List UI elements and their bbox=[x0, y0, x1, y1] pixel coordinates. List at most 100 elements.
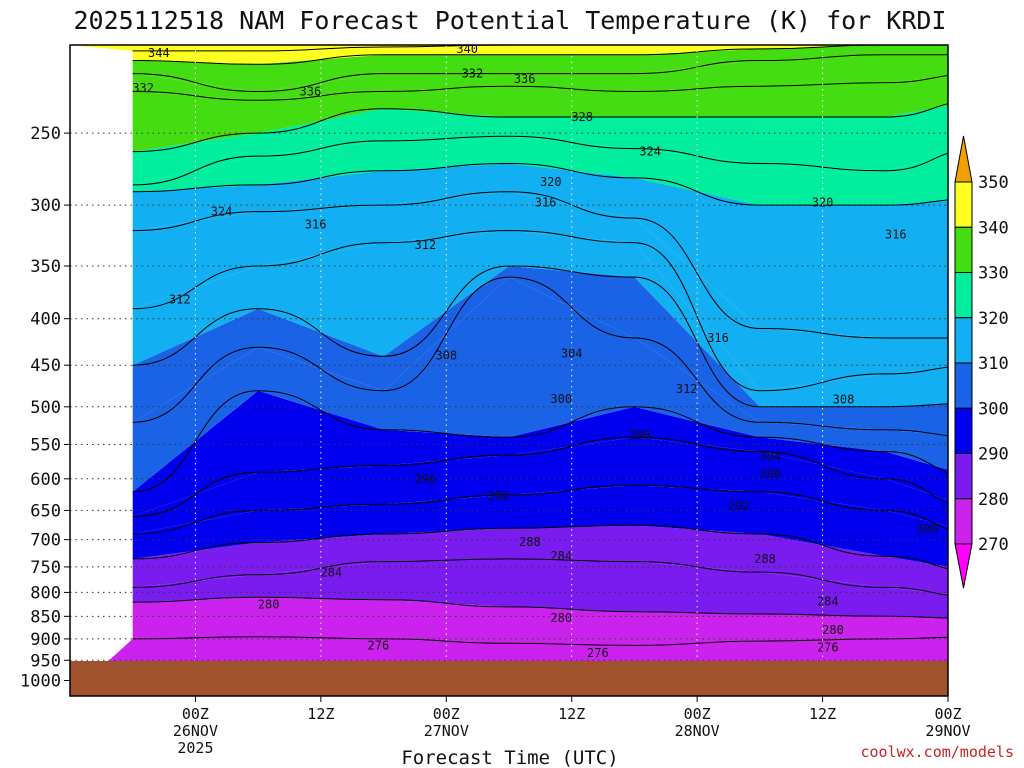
y-tick-label: 300 bbox=[30, 196, 61, 216]
y-tick-label: 600 bbox=[30, 470, 61, 490]
credit-text: coolwx.com/models bbox=[860, 743, 1014, 761]
isentrope-344 bbox=[132, 45, 948, 52]
contour-label: 312 bbox=[415, 238, 437, 252]
isentrope-320 bbox=[132, 162, 948, 206]
x-tick-label: 00Z bbox=[684, 705, 711, 723]
theta-band bbox=[132, 485, 948, 567]
contour-label: 276 bbox=[368, 638, 390, 652]
contour-label: 292 bbox=[728, 499, 750, 513]
isentrope-288 bbox=[132, 524, 948, 570]
contour-label: 300 bbox=[916, 522, 938, 536]
y-tick-label: 950 bbox=[30, 651, 61, 671]
contour-label: 300 bbox=[550, 392, 572, 406]
contour-label: 336 bbox=[514, 72, 536, 86]
contour-label: 298 bbox=[629, 428, 651, 442]
theta-band bbox=[132, 76, 948, 152]
contour-label: 316 bbox=[707, 331, 729, 345]
isentrope-328 bbox=[132, 103, 948, 153]
isentrope-304 bbox=[132, 276, 948, 437]
contour-label: 284 bbox=[817, 595, 839, 609]
contour-label: 332 bbox=[132, 81, 154, 95]
theta-band bbox=[132, 558, 948, 618]
x-tick-label: 12Z bbox=[809, 705, 836, 723]
contour-label: 300 bbox=[759, 467, 781, 481]
contour-label: 304 bbox=[759, 449, 781, 463]
isentrope-316 bbox=[132, 191, 948, 339]
isentrope-332 bbox=[132, 74, 948, 101]
theta-band bbox=[132, 597, 948, 646]
colorbar-box bbox=[954, 407, 973, 454]
y-tick-label: 500 bbox=[30, 398, 61, 418]
isentrope-308 bbox=[132, 265, 948, 408]
colorbar-label: 280 bbox=[978, 490, 1009, 510]
colorbar-label: 290 bbox=[978, 445, 1009, 465]
theta-band bbox=[132, 45, 948, 92]
y-tick-label: 450 bbox=[30, 356, 61, 376]
theta-band bbox=[132, 266, 948, 435]
x-tick-label: 12Z bbox=[558, 705, 585, 723]
isentrope-336 bbox=[132, 54, 948, 93]
x-tick-label: 00Z bbox=[182, 705, 209, 723]
y-axis: 250 300 350 400 450 500 550 600 650 700 750 800 850 9… bbox=[20, 124, 70, 692]
plot-area: 344 340 332 332 336 336 328 324 320 316 324 316 320 3… bbox=[70, 42, 948, 696]
contour-lines bbox=[132, 45, 948, 646]
theta-band bbox=[132, 437, 948, 534]
theta-band bbox=[132, 230, 948, 407]
contour-label: 320 bbox=[812, 195, 834, 209]
theta-band bbox=[132, 191, 948, 391]
ground-layer bbox=[70, 661, 948, 696]
contour-label: 280 bbox=[258, 598, 280, 612]
x-axis-label: Forecast Time (UTC) bbox=[401, 747, 618, 768]
plot-frame bbox=[69, 44, 949, 697]
y-tick-label: 350 bbox=[30, 257, 61, 277]
contour-label: 316 bbox=[885, 227, 907, 241]
colorbar-label: 310 bbox=[978, 354, 1009, 374]
x-tick-label: 26NOV bbox=[173, 722, 218, 740]
contour-label: 288 bbox=[754, 552, 776, 566]
colorbar-max-triangle bbox=[954, 135, 973, 183]
x-tick-label: 2025 bbox=[177, 739, 213, 757]
contour-label: 316 bbox=[535, 195, 557, 209]
chart-title: 2025112518 NAM Forecast Potential Temper… bbox=[74, 6, 947, 35]
x-tick-label: 12Z bbox=[307, 705, 334, 723]
contour-label: 340 bbox=[456, 42, 478, 56]
x-tick-label: 28NOV bbox=[675, 722, 720, 740]
colorbar-box bbox=[954, 498, 973, 545]
contour-label: 308 bbox=[435, 348, 457, 362]
y-tick-label: 550 bbox=[30, 435, 61, 455]
x-tick-label: 27NOV bbox=[424, 722, 469, 740]
contour-label: 312 bbox=[169, 292, 191, 306]
contour-label: 316 bbox=[305, 217, 327, 231]
theta-band bbox=[132, 525, 948, 594]
y-tick-label: 750 bbox=[30, 558, 61, 578]
x-tick-label: 00Z bbox=[934, 705, 961, 723]
colorbar-box bbox=[954, 362, 973, 409]
colorbar-box bbox=[954, 226, 973, 273]
contour-label: 320 bbox=[540, 175, 562, 189]
contour-label: 336 bbox=[300, 85, 322, 99]
x-tick-label: 29NOV bbox=[925, 722, 970, 740]
colorbar-label: 320 bbox=[978, 309, 1009, 329]
colorbar-label: 350 bbox=[978, 173, 1009, 193]
isentrope-312 bbox=[132, 230, 948, 392]
y-tick-label: 700 bbox=[30, 531, 61, 551]
colorbar-box bbox=[954, 317, 973, 364]
contour-label: 332 bbox=[462, 67, 484, 81]
isentrope-296 bbox=[132, 436, 948, 517]
contour-label: 328 bbox=[571, 110, 593, 124]
y-tick-label: 650 bbox=[30, 501, 61, 521]
colorbar-label: 270 bbox=[978, 535, 1009, 555]
y-tick-label: 1000 bbox=[20, 672, 61, 692]
theta-band bbox=[132, 390, 948, 517]
y-tick-label: 250 bbox=[30, 124, 61, 144]
contour-label: 296 bbox=[415, 472, 437, 486]
contour-label: 304 bbox=[561, 347, 583, 361]
colorbar-min-triangle bbox=[954, 543, 973, 589]
isentrope-280 bbox=[132, 596, 948, 619]
colorbar: 270 280 290 300 310 320 330 340 350 bbox=[954, 135, 1009, 589]
contour-label: 288 bbox=[519, 535, 541, 549]
colorbar-box bbox=[954, 181, 973, 228]
y-tick-label: 400 bbox=[30, 310, 61, 330]
